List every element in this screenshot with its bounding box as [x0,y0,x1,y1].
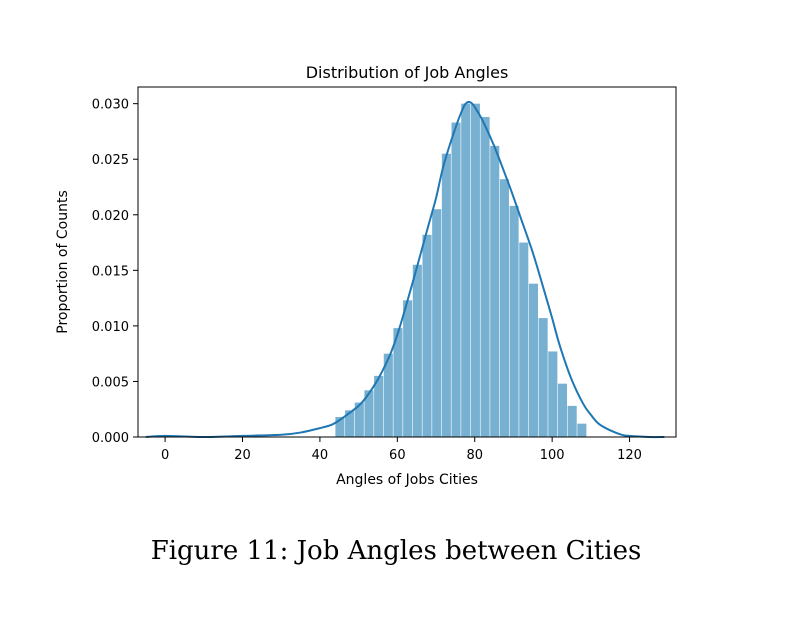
x-tick-label: 120 [617,448,642,463]
figure-caption: Figure 11: Job Angles between Cities [150,536,642,566]
x-tick-label: 0 [161,448,169,463]
y-tick-label: 0.015 [92,264,129,279]
histogram-bar [393,328,403,437]
histogram-bar [567,405,577,437]
histogram-bar [432,209,442,437]
x-tick-label: 80 [466,448,483,463]
x-axis-label: Angles of Jobs Cities [336,472,478,488]
x-tick-label: 60 [389,448,406,463]
chart-title: Distribution of Job Angles [306,63,509,82]
histogram-bar [451,122,461,438]
histogram-bar [490,145,500,437]
kde-curve [145,100,665,439]
histogram-bar [528,283,538,437]
y-tick-label: 0.005 [92,375,129,390]
histogram-bar [557,383,568,437]
y-tick-label: 0.025 [92,153,129,168]
histogram-bar [383,353,393,437]
plot-frame [137,86,677,438]
histogram-bar [345,410,355,437]
x-tick-label: 100 [540,448,565,463]
histogram-bar [403,300,413,437]
histogram-bar [441,153,451,437]
x-axis-ticks: 0 20 40 60 80 100 120 [161,437,642,463]
histogram-bar [335,417,345,437]
x-tick-label: 40 [312,448,329,463]
histogram-bar [509,205,519,437]
histogram-bar [519,242,529,437]
histogram-bars [335,103,587,438]
histogram-bar [499,179,509,437]
histogram-bar [548,351,558,437]
histogram-bar [364,390,374,437]
x-tick-label: 20 [234,448,251,463]
histogram-bar [480,117,490,437]
histogram-bar [461,103,471,438]
histogram-bar [412,264,422,437]
y-tick-label: 0.020 [92,209,129,224]
y-tick-label: 0.010 [92,320,129,335]
y-tick-label: 0.000 [92,431,129,446]
histogram-bar [538,318,548,437]
histogram-bar [577,423,587,437]
histogram-bar [470,103,480,438]
histogram-bar [354,402,364,437]
histogram-bar [374,375,384,437]
y-axis-ticks: 0.000 0.005 0.010 0.015 0.020 0.025 0.030 [92,98,138,446]
y-tick-label: 0.030 [92,98,129,113]
y-axis-label: Proportion of Counts [55,190,71,334]
histogram-bar [422,234,432,437]
